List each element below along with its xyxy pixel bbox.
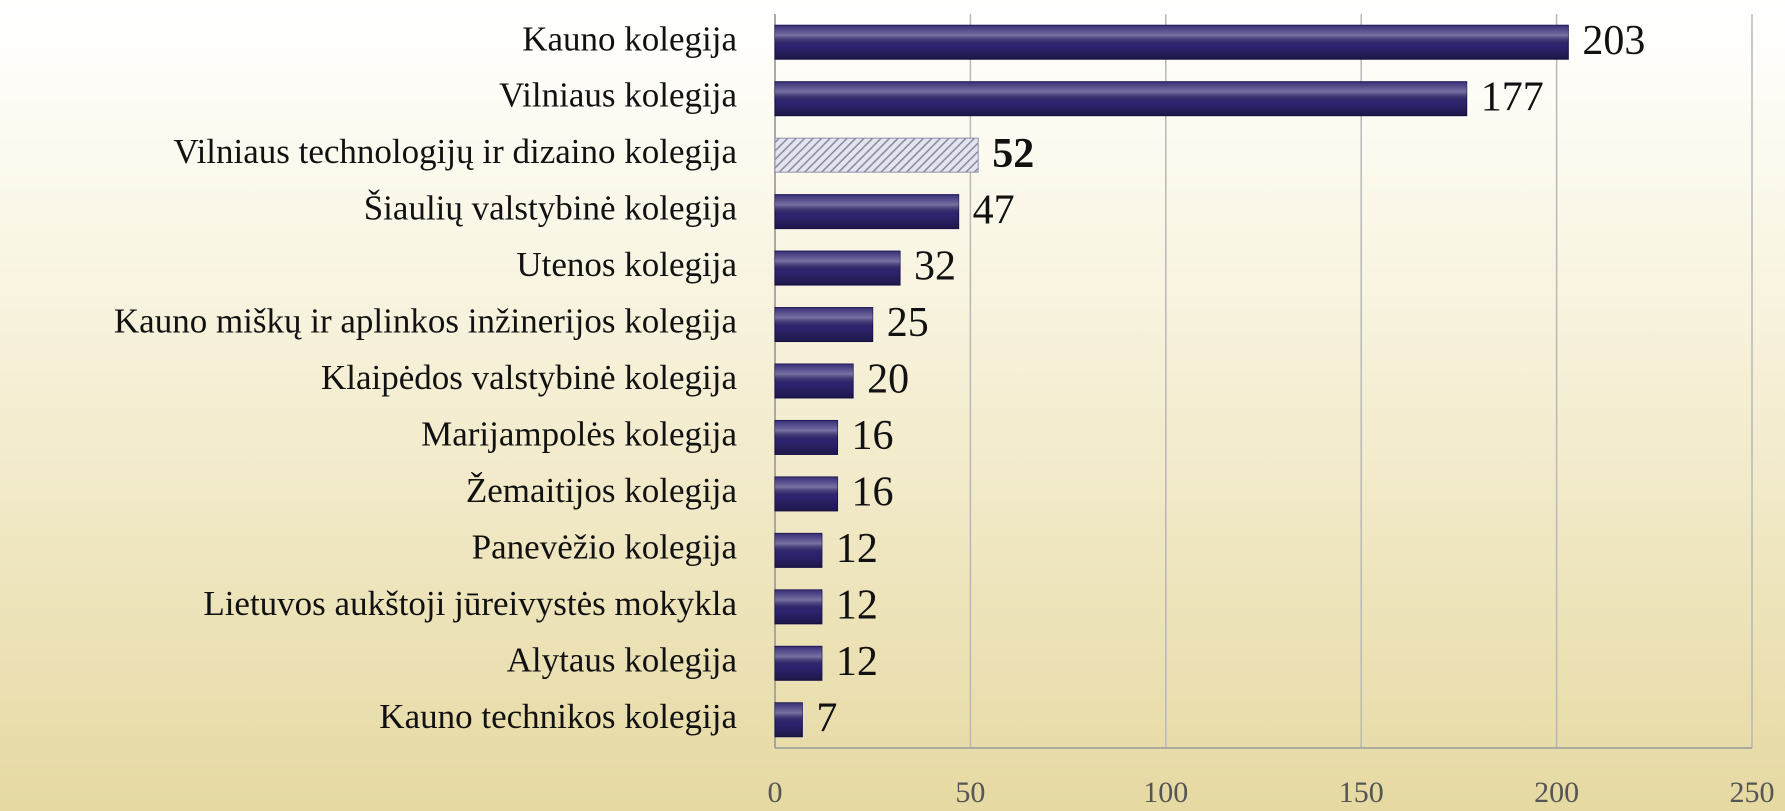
y-tick-label: Lietuvos aukštoji jūreivystės mokykla: [203, 584, 737, 623]
y-tick-label: Klaipėdos valstybinė kolegija: [321, 358, 737, 397]
x-tick-label: 150: [1339, 776, 1384, 809]
y-tick-label: Kauno kolegija: [522, 19, 737, 58]
bar-shine: [775, 533, 822, 568]
bar-shine: [775, 25, 1569, 60]
bar-shine: [775, 364, 854, 398]
y-tick-label: Vilniaus technologijų ir dizaino kolegij…: [173, 132, 737, 171]
bar-shine: [775, 81, 1467, 116]
x-tick-label: 100: [1143, 776, 1188, 809]
data-label: 12: [836, 639, 878, 685]
bar-shine: [775, 307, 873, 342]
y-tick-label: Šiaulių valstybinė kolegija: [364, 189, 738, 228]
y-tick-label: Kauno miškų ir aplinkos inžinerijos kole…: [114, 302, 738, 341]
bar-shine: [775, 702, 803, 737]
data-label: 16: [852, 413, 894, 459]
bar-shine: [775, 589, 822, 624]
x-tick-label: 50: [955, 776, 985, 809]
y-tick-label: Marijampolės kolegija: [421, 414, 737, 453]
bar-shine: [775, 251, 901, 286]
data-label: 16: [852, 470, 894, 516]
data-label: 25: [887, 300, 929, 346]
y-tick-label: Vilniaus kolegija: [499, 76, 737, 115]
x-tick-label: 0: [768, 776, 783, 809]
bar-shine: [775, 420, 838, 455]
y-tick-label: Žemaitijos kolegija: [466, 471, 738, 510]
data-label: 12: [836, 582, 878, 628]
data-label: 203: [1582, 18, 1645, 64]
x-tick-label: 200: [1534, 776, 1579, 809]
data-label: 7: [816, 695, 837, 741]
bar-shine: [775, 476, 838, 511]
y-tick-label: Alytaus kolegija: [507, 640, 738, 679]
bar-shine: [775, 646, 822, 681]
data-label: 177: [1481, 74, 1544, 120]
x-tick-label: 250: [1730, 776, 1775, 809]
data-label: 20: [867, 357, 909, 403]
y-tick-label: Utenos kolegija: [516, 245, 737, 284]
data-label: 52: [992, 131, 1034, 177]
bar-shine: [775, 194, 959, 229]
y-tick-label: Panevėžio kolegija: [472, 527, 738, 566]
data-label: 47: [973, 187, 1015, 233]
y-tick-label: Kauno technikos kolegija: [379, 697, 737, 736]
bar: [774, 137, 979, 173]
data-label: 12: [836, 526, 878, 572]
data-label: 32: [914, 244, 956, 290]
